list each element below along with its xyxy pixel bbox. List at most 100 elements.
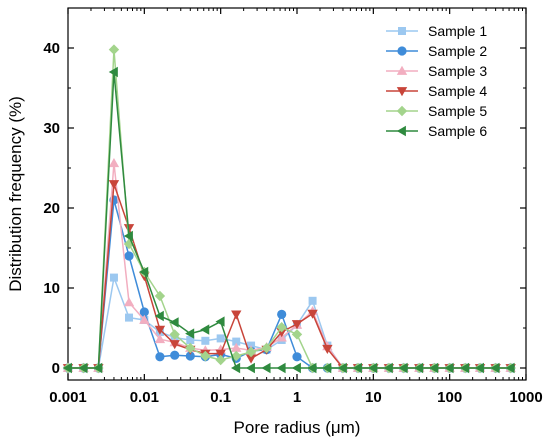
series-4-point — [215, 349, 226, 359]
series-5-point — [276, 322, 287, 333]
legend-item-1: Sample 1 — [386, 23, 487, 39]
series-2-point — [139, 307, 149, 317]
series-layer — [62, 44, 516, 374]
series-6-point — [78, 362, 88, 374]
series-3-point — [139, 314, 150, 324]
series-4-point — [307, 309, 318, 319]
y-tick-label: 20 — [43, 200, 60, 217]
series-4-point — [231, 310, 242, 320]
series-6-point — [307, 362, 317, 374]
legend: Sample 1 Sample 2 Sample 3 Sample 4 Sample 5… — [386, 23, 487, 139]
series-5-point — [261, 342, 272, 354]
x-tick-label: 100 — [437, 389, 462, 406]
series-6-point — [337, 362, 347, 374]
series-5-point — [291, 329, 303, 340]
series-6-point — [474, 362, 484, 374]
legend-marker — [396, 125, 406, 137]
y-tick-label: 10 — [43, 280, 60, 297]
series-6-point — [231, 362, 241, 374]
series-6-point — [383, 362, 393, 374]
series-4-point — [322, 344, 333, 354]
y-tick-label: 30 — [43, 120, 60, 137]
series-1-point — [232, 337, 241, 346]
legend-label: Sample 5 — [428, 103, 487, 119]
series-2-point — [155, 352, 165, 362]
series-6-point — [139, 266, 149, 278]
legend-marker — [396, 65, 408, 75]
series-3-point — [123, 297, 135, 307]
legend-item-4: Sample 4 — [386, 83, 487, 99]
y-tick-label: 40 — [43, 40, 60, 57]
axes-layer: 0.001 0.01 0.1 1 10 100 1000 0 10 20 30 40 — [43, 8, 543, 406]
legend-marker — [396, 105, 408, 117]
x-axis-title: Pore radius (μm) — [234, 418, 361, 437]
series-1-point — [109, 273, 118, 282]
legend-label: Sample 6 — [428, 123, 487, 139]
series-6-point — [261, 362, 271, 374]
series-6-point — [460, 362, 470, 374]
series-2-point — [170, 350, 180, 360]
legend-marker — [398, 27, 406, 35]
series-6-point — [62, 362, 72, 374]
series-6-point — [444, 362, 454, 374]
x-tick-label: 10 — [365, 389, 382, 406]
series-6-point — [154, 310, 164, 322]
series-6-point — [322, 362, 332, 374]
series-4-point — [154, 325, 166, 335]
y-tick-label: 0 — [52, 360, 60, 377]
series-3-point — [108, 158, 120, 168]
series-4-point — [291, 320, 303, 330]
legend-item-6: Sample 6 — [386, 123, 487, 139]
legend-marker — [396, 87, 408, 97]
series-5-point — [123, 238, 135, 250]
series-6-point — [490, 362, 500, 374]
legend-marker — [397, 46, 407, 56]
x-tick-label: 0.001 — [49, 389, 87, 406]
series-1-point — [186, 336, 195, 344]
series-3-point — [154, 334, 166, 344]
series-2-line — [68, 199, 511, 369]
series-5-point — [169, 329, 180, 340]
legend-label: Sample 1 — [428, 23, 487, 39]
legend-label: Sample 2 — [428, 43, 487, 59]
x-tick-label: 0.1 — [210, 389, 231, 406]
series-2 — [63, 195, 516, 373]
series-4 — [62, 180, 516, 374]
legend-item-5: Sample 5 — [386, 103, 487, 119]
series-1-line — [68, 276, 511, 369]
x-tick-label: 1 — [293, 389, 301, 406]
series-4-point — [108, 180, 120, 190]
series-6-point — [200, 324, 210, 335]
series-6-point — [215, 316, 225, 327]
series-5-point — [200, 350, 211, 362]
series-6 — [62, 66, 515, 374]
series-3-point — [231, 342, 242, 352]
legend-item-2: Sample 2 — [386, 43, 487, 59]
series-5-point — [154, 290, 166, 302]
legend-item-3: Sample 3 — [386, 63, 487, 79]
series-5-point — [108, 44, 120, 55]
series-2-point — [292, 352, 302, 362]
series-6-point — [291, 362, 301, 374]
series-6-point — [245, 362, 255, 374]
series-1-point — [125, 313, 134, 322]
series-6-point — [414, 362, 424, 374]
series-6-point — [108, 66, 118, 78]
series-1-point — [308, 296, 317, 305]
series-6-point — [185, 328, 195, 339]
series-6-point — [368, 362, 378, 374]
series-5-point — [215, 354, 226, 366]
series-2-point — [185, 351, 195, 361]
x-tick-label: 0.01 — [130, 389, 159, 406]
series-6-point — [429, 362, 439, 374]
series-2-point — [277, 309, 287, 319]
series-6-point — [93, 362, 103, 374]
series-6-point — [169, 317, 179, 328]
y-axis-title: Distribution frequency (%) — [6, 96, 25, 292]
series-4-point — [245, 354, 257, 364]
series-5-point — [245, 346, 257, 358]
x-tick-label: 1000 — [509, 389, 542, 406]
series-6-point — [352, 362, 362, 374]
